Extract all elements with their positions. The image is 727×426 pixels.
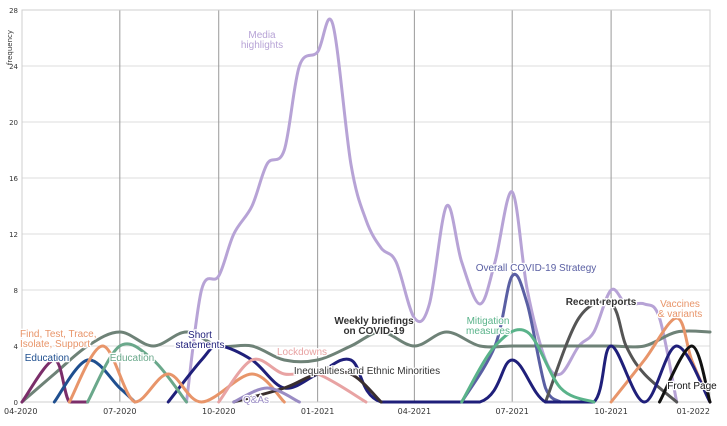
annotation-line: statements (176, 340, 225, 351)
y-tick-label: 12 (9, 231, 18, 239)
annotation-line: Lockdowns (277, 347, 327, 358)
annotation-line: Short (188, 330, 212, 341)
annotation-label: Mitigation measures (466, 316, 510, 337)
grid (21, 9, 711, 403)
series-line (460, 328, 596, 404)
series-line (658, 344, 712, 404)
series-line (20, 329, 712, 404)
x-tick-label: 01-2021 (301, 407, 334, 416)
annotation-label: Recent reports (566, 297, 637, 308)
series-line (232, 386, 301, 404)
y-tick-label: 4 (14, 343, 19, 351)
annotation-label: Find, Test, Trace, Isolate, Support (20, 329, 97, 350)
annotation-line: measures (466, 326, 510, 337)
annotation-line: on COVID-19 (343, 326, 405, 337)
y-tick-label: 16 (9, 175, 18, 183)
x-tick-label: 10-2021 (594, 407, 627, 416)
annotation-line: Education (110, 353, 154, 364)
series-line (544, 300, 679, 404)
annotation-label: Education (110, 353, 154, 364)
annotation-line: Education (25, 353, 69, 364)
series-line (232, 369, 383, 404)
annotation-line: Front Page (667, 381, 717, 392)
annotation-line: Overall COVID-19 Strategy (476, 263, 597, 274)
annotation-label: Media highlights (241, 30, 283, 51)
series-line (86, 342, 188, 404)
annotation-line: Mitigation (467, 316, 510, 327)
annotation-line: & variants (658, 309, 702, 320)
annotation-label: Vaccines & variants (658, 299, 702, 320)
series-line (460, 272, 563, 404)
series-line (20, 358, 90, 404)
y-tick-label: 8 (14, 287, 18, 295)
annotation-line: Inequalities and Ethnic Minorities (294, 366, 440, 377)
annotation-line: Weekly briefings (334, 316, 414, 327)
x-tick-label: 04-2020 (4, 407, 37, 416)
x-tick-label: 10-2020 (202, 407, 235, 416)
series-line (166, 344, 712, 404)
x-tick-label: 07-2020 (103, 407, 136, 416)
annotations: Media highlights Overall COVID-19 Strategy… (19, 29, 719, 408)
x-tick-label: 04-2021 (398, 407, 431, 416)
x-tick-label: 01-2022 (677, 407, 710, 416)
annotation-line: highlights (241, 40, 283, 51)
annotation-label: Inequalities and Ethnic Minorities (294, 366, 440, 377)
annotation-line: Isolate, Support (20, 339, 90, 350)
y-tick-label: 28 (9, 7, 18, 15)
y-axis-label: frequency (6, 30, 14, 65)
series-line (67, 344, 286, 404)
series-line (217, 357, 368, 404)
y-tick-label: 24 (9, 63, 18, 71)
annotation-line: Media (248, 30, 276, 41)
series-group (20, 17, 712, 404)
annotation-label: Q&As (243, 395, 269, 406)
annotation-label: Overall COVID-19 Strategy (476, 263, 597, 274)
annotation-label: Weekly briefings on COVID-19 (334, 316, 414, 337)
annotation-label: Lockdowns (277, 347, 327, 358)
annotation-label: Education (25, 353, 69, 364)
annotation-line: Find, Test, Trace, (20, 329, 97, 340)
annotation-label: Short statements (176, 330, 225, 351)
annotation-label: Front Page (667, 381, 717, 392)
annotation-line: Q&As (243, 395, 269, 406)
x-tick-label: 07-2021 (495, 407, 528, 416)
annotation-line: Vaccines (660, 299, 700, 310)
annotation-line: Recent reports (566, 297, 637, 308)
y-tick-label: 0 (14, 399, 18, 407)
y-tick-label: 20 (9, 119, 18, 127)
series-line (185, 17, 679, 404)
